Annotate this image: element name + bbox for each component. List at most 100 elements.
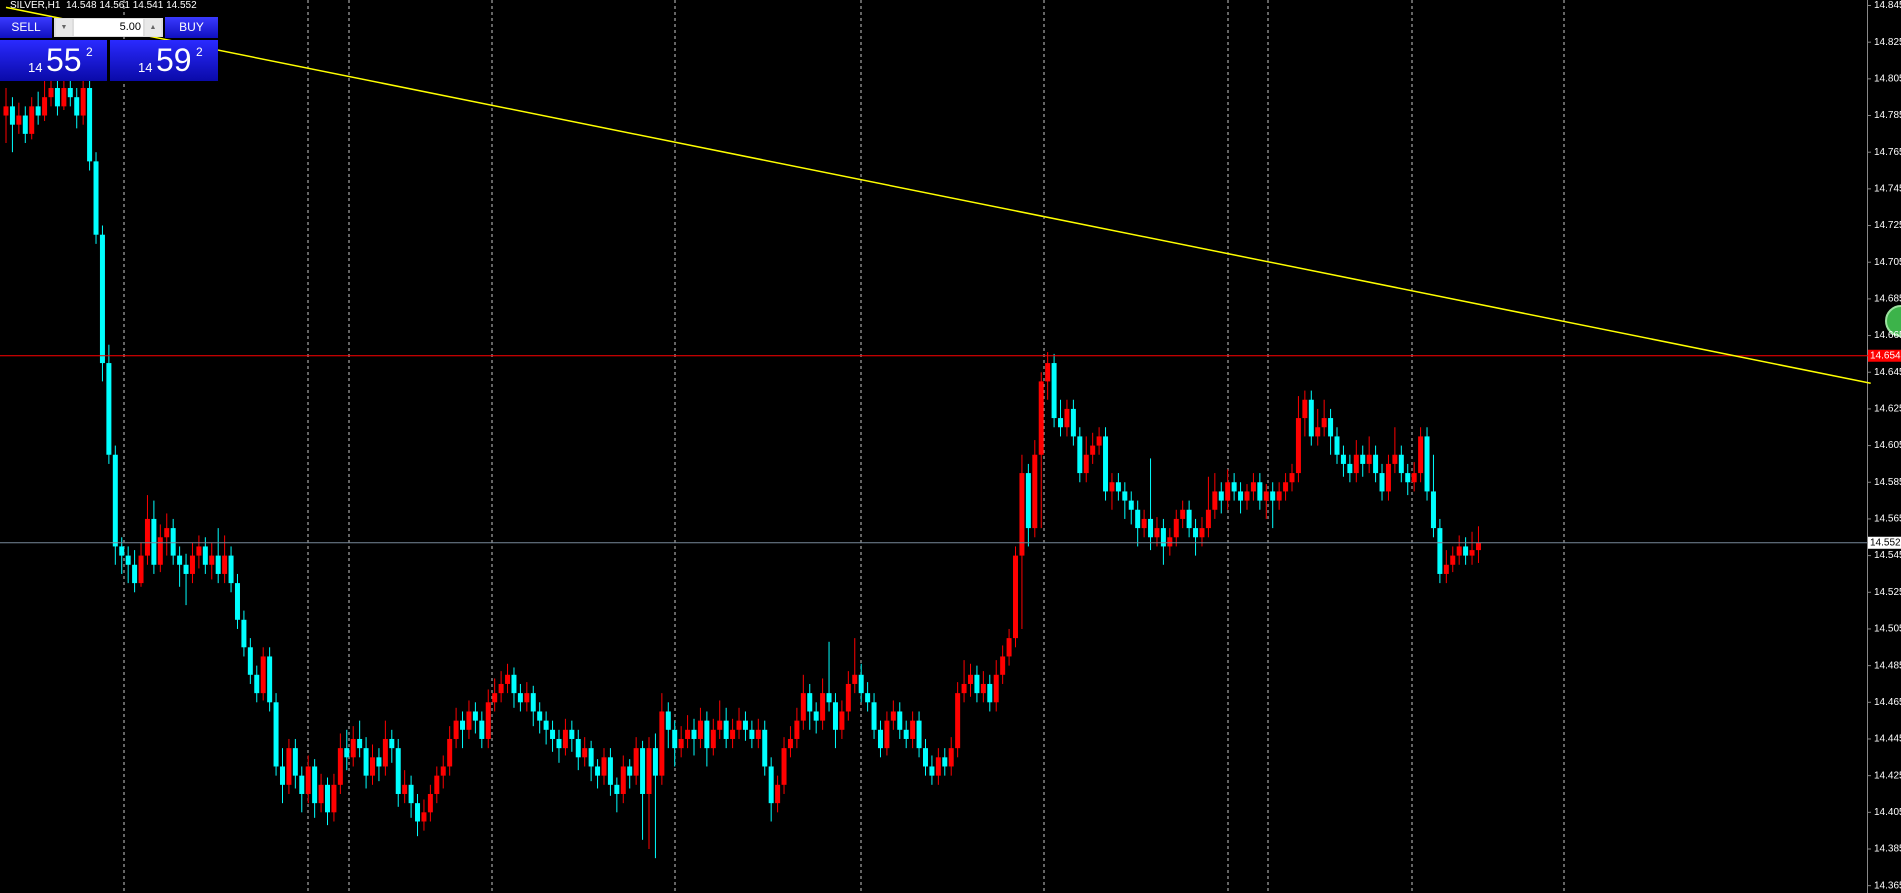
y-tick-label: 14.505 [1874, 624, 1901, 635]
candle-body [543, 720, 549, 730]
candle-body [826, 693, 832, 703]
open: 14.548 [65, 0, 97, 11]
candle-body [67, 88, 73, 98]
candle-body [337, 748, 343, 785]
candle-body [993, 674, 999, 703]
candle-body [517, 693, 523, 703]
candle-body [781, 748, 787, 785]
candle-body [138, 555, 144, 584]
candle-body [569, 729, 575, 739]
candle-body [762, 729, 768, 767]
candle-body [1475, 542, 1481, 551]
candle-body [987, 683, 993, 703]
lot-value[interactable]: 5.00 [74, 19, 143, 36]
candle-body [640, 748, 646, 794]
symbol: SILVER,H1 [10, 0, 61, 11]
candle-body [1058, 418, 1064, 428]
candle-body [1405, 473, 1411, 483]
candle-body [234, 583, 240, 620]
sell-price[interactable]: 14 55 2 [0, 40, 107, 81]
candle-body [1122, 491, 1128, 501]
candle-body [1199, 528, 1205, 538]
candle-body [292, 748, 298, 776]
candle-body [74, 97, 80, 116]
candle-body [903, 729, 909, 739]
candle-body [1411, 473, 1417, 483]
symbol-header: SILVER,H1 14.548 14.561 14.541 14.552 [10, 0, 197, 11]
candle-body [54, 88, 60, 107]
candle-body [1250, 482, 1256, 492]
candle-body [9, 106, 15, 125]
candle-body [1141, 518, 1147, 529]
candle-body [112, 454, 118, 547]
candle-body [1231, 482, 1237, 492]
candle-body [884, 720, 890, 749]
price-frac: 2 [86, 45, 93, 59]
candle-body [1154, 528, 1160, 538]
buy-button[interactable]: BUY [165, 17, 218, 38]
candle-body [1463, 546, 1469, 556]
candle-body [871, 702, 877, 730]
candle-body [1090, 445, 1096, 455]
candle-body [582, 748, 588, 758]
candle-body [415, 803, 421, 822]
candle-body [1167, 537, 1173, 547]
candle-body [627, 766, 633, 776]
candle-body [1051, 363, 1057, 419]
candle-body [691, 729, 697, 739]
candle-body [787, 738, 793, 749]
candle-body [910, 720, 916, 739]
candle-body [980, 683, 986, 694]
low: 14.541 [132, 0, 164, 11]
candle-body [447, 738, 453, 767]
sell-button[interactable]: SELL [0, 17, 52, 38]
candle-body [299, 775, 305, 794]
candle-body [1263, 491, 1269, 501]
candle-body [601, 757, 607, 776]
candle-body [717, 720, 723, 730]
candle-body [260, 656, 266, 694]
y-tick-label: 14.845 [1874, 0, 1901, 11]
candle-body [80, 88, 86, 116]
candle-body [421, 812, 427, 822]
candle-body [736, 720, 742, 730]
candle-body [1148, 518, 1154, 538]
candle-body [1437, 528, 1443, 574]
y-tick-label: 14.565 [1874, 514, 1901, 525]
y-tick-label: 14.525 [1874, 587, 1901, 598]
candle-body [370, 757, 376, 776]
candle-body [222, 555, 228, 574]
candle-body [1334, 436, 1340, 455]
lot-field[interactable]: ▼ 5.00 ▲ [54, 18, 163, 37]
candle-body [865, 693, 871, 703]
candle-body [633, 748, 639, 776]
buy-price[interactable]: 14 59 2 [110, 40, 218, 81]
trendline [5, 6, 1871, 384]
candle-body [1308, 399, 1314, 437]
candle-body [595, 766, 601, 776]
candle-body [1025, 473, 1031, 529]
candle-body [1353, 454, 1359, 474]
candle-body [1205, 509, 1211, 529]
one-click-panel: SELL ▼ 5.00 ▲ BUY 14 55 2 14 59 2 [0, 17, 218, 81]
candle-body [1450, 555, 1456, 565]
y-tick-label: 14.405 [1874, 807, 1901, 818]
lot-up[interactable]: ▲ [145, 19, 161, 36]
candle-body [408, 784, 414, 804]
candle-body [1238, 491, 1244, 501]
candle-body [48, 88, 54, 98]
candle-body [1257, 482, 1263, 501]
candle-body [42, 97, 48, 116]
candle-body [1135, 509, 1141, 529]
candle-body [99, 234, 105, 364]
bid-label-box [1868, 536, 1901, 549]
candle-body [556, 738, 562, 749]
lot-down[interactable]: ▼ [56, 19, 72, 36]
candle-body [922, 748, 928, 767]
y-tick-label: 14.365 [1874, 880, 1901, 891]
candle-body [3, 106, 9, 116]
candle-body [389, 738, 395, 749]
y-tick-label: 14.825 [1874, 37, 1901, 48]
candle-body [562, 729, 568, 749]
